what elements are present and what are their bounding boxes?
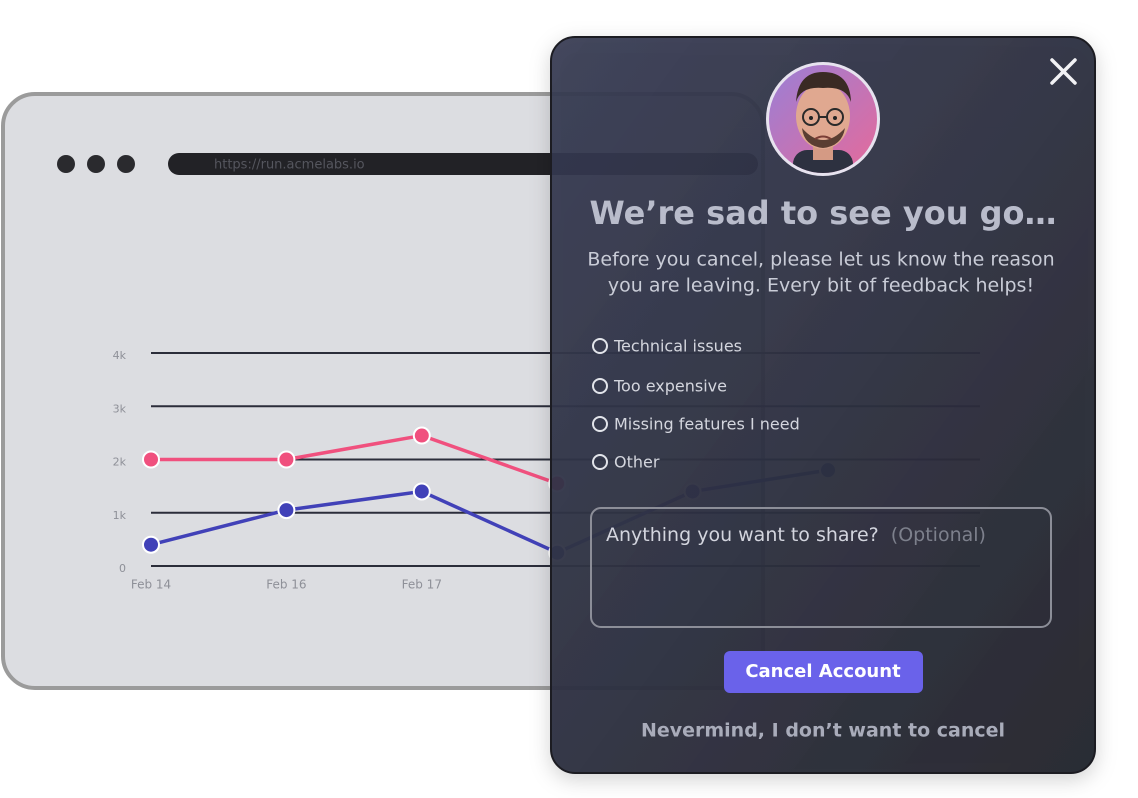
modal-body: Before you cancel, please let us know th… [587,249,1054,271]
options: Technical issues Too expensive Missing fea… [592,337,800,472]
option-label[interactable]: Other [614,453,660,472]
radio-button[interactable] [592,338,608,354]
radio-button[interactable] [592,416,608,432]
nevermind-link[interactable]: Nevermind, I don’t want to cancel [641,720,1005,742]
x-tick-label: Feb 17 [402,578,442,592]
feedback-textarea[interactable] [590,507,1052,628]
button-label: Cancel Account [745,661,901,682]
option-label[interactable]: Missing features I need [614,415,800,434]
url-text: https://run.acmelabs.io [214,158,365,173]
close-button[interactable] [1050,58,1077,85]
textarea-placeholder: Anything you want to share? (Optional) [606,524,986,546]
placeholder-hint: (Optional) [891,524,986,546]
data-point [277,501,296,520]
modal-body: you are leaving. Every bit of feedback h… [608,275,1034,297]
data-point [277,450,296,469]
x-tick-label: Feb 14 [131,578,171,592]
y-tick-label: 1k [113,509,127,522]
radio-button[interactable] [592,378,608,394]
avatar [766,62,880,176]
option-label[interactable]: Too expensive [613,377,727,396]
placeholder-text: Anything you want to share? [606,524,879,546]
data-point [412,482,431,501]
window-dot [57,155,75,173]
option-label[interactable]: Technical issues [613,337,742,356]
y-tick-label: 0 [119,562,126,575]
modal-title: We’re sad to see you go… [590,194,1057,232]
data-point [142,535,160,554]
y-tick-label: 4k [113,349,127,362]
data-point [412,426,431,445]
data-point [142,450,160,469]
radio-button[interactable] [592,454,608,470]
window-dot [117,155,135,173]
x-tick-label: Feb 16 [266,578,306,592]
window-dot [87,155,105,173]
y-tick-label: 3k [113,402,127,415]
cancel-account-button[interactable] [724,651,923,693]
series-line [151,433,558,486]
y-tick-label: 2k [113,456,127,469]
modal [550,36,1096,774]
